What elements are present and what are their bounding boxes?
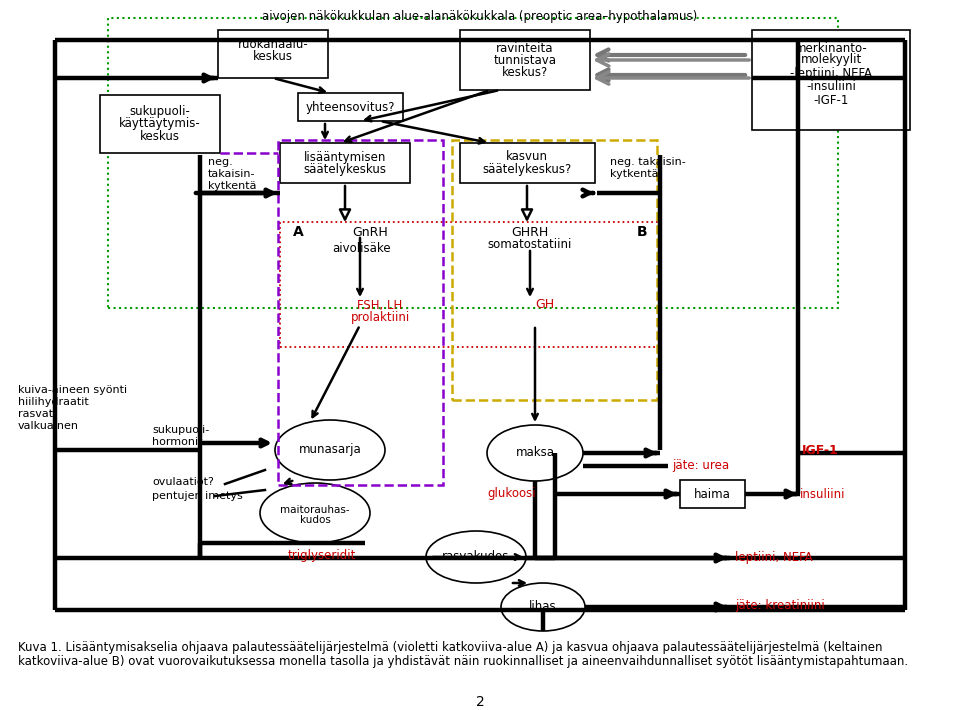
Text: rasvakudos: rasvakudos bbox=[443, 550, 510, 564]
Text: -leptiini, NEFA: -leptiini, NEFA bbox=[790, 67, 872, 80]
Text: GH: GH bbox=[536, 298, 555, 312]
Text: säätelykeskus?: säätelykeskus? bbox=[482, 163, 571, 177]
Text: neg.: neg. bbox=[208, 157, 232, 167]
Text: katkoviiva-alue B) ovat vuorovaikutuksessa monella tasolla ja yhdistävät näin ru: katkoviiva-alue B) ovat vuorovaikutukses… bbox=[18, 655, 908, 668]
Text: kuiva-aineen syönti: kuiva-aineen syönti bbox=[18, 385, 127, 395]
Ellipse shape bbox=[426, 531, 526, 583]
Text: ruokahaalu-: ruokahaalu- bbox=[238, 38, 308, 50]
Text: 2: 2 bbox=[475, 695, 485, 709]
Bar bbox=[280, 222, 660, 347]
Bar bbox=[460, 30, 590, 90]
Text: säätelykeskus: säätelykeskus bbox=[303, 163, 387, 177]
Text: IGF-1: IGF-1 bbox=[802, 444, 839, 457]
Text: haima: haima bbox=[693, 488, 731, 501]
Text: yhteensovitus?: yhteensovitus? bbox=[305, 101, 395, 114]
Text: ovulaatiot?: ovulaatiot? bbox=[152, 477, 214, 487]
Bar bbox=[680, 480, 745, 508]
Text: A: A bbox=[293, 225, 303, 239]
Text: GHRH: GHRH bbox=[512, 226, 548, 239]
Text: leptiini, NEFA: leptiini, NEFA bbox=[735, 552, 812, 564]
Text: kytkentä: kytkentä bbox=[208, 181, 256, 191]
Text: rasvat: rasvat bbox=[18, 409, 53, 419]
Text: lisääntymisen: lisääntymisen bbox=[303, 151, 386, 163]
Text: munasarja: munasarja bbox=[299, 444, 361, 457]
Bar bbox=[752, 30, 910, 130]
Text: molekyylit: molekyylit bbox=[801, 53, 862, 67]
Text: prolaktiini: prolaktiini bbox=[350, 310, 410, 324]
Text: tunnistava: tunnistava bbox=[493, 53, 557, 67]
Text: insuliini: insuliini bbox=[800, 488, 846, 501]
Ellipse shape bbox=[487, 425, 583, 481]
Text: GnRH: GnRH bbox=[352, 226, 388, 239]
Text: sukupuoli-: sukupuoli- bbox=[152, 425, 209, 435]
Text: Kuva 1. Lisääntymisakselia ohjaava palautessäätelijärjestelmä (violetti katkovii: Kuva 1. Lisääntymisakselia ohjaava palau… bbox=[18, 641, 882, 654]
Text: kytkentä: kytkentä bbox=[610, 169, 659, 179]
Text: merkinanto-: merkinanto- bbox=[795, 41, 868, 55]
Text: kudos: kudos bbox=[300, 515, 330, 525]
Text: hiilihydraatit: hiilihydraatit bbox=[18, 397, 88, 407]
Text: valkuainen: valkuainen bbox=[18, 421, 79, 431]
Bar bbox=[278, 140, 443, 485]
Bar bbox=[100, 95, 220, 153]
Text: aivolisäke: aivolisäke bbox=[332, 241, 391, 254]
Text: neg. takaisin-: neg. takaisin- bbox=[610, 157, 685, 167]
Text: keskus: keskus bbox=[253, 50, 293, 62]
Bar bbox=[460, 143, 595, 183]
Ellipse shape bbox=[260, 483, 370, 543]
Text: glukoosi: glukoosi bbox=[488, 486, 537, 500]
Text: jäte: urea: jäte: urea bbox=[672, 459, 730, 472]
Text: B: B bbox=[636, 225, 647, 239]
Text: takaisin-: takaisin- bbox=[208, 169, 255, 179]
Text: aivojen näkökukkulan alue-alanäkökukkala (preoptic area–hypothalamus): aivojen näkökukkulan alue-alanäkökukkala… bbox=[262, 10, 698, 23]
Text: -IGF-1: -IGF-1 bbox=[813, 94, 849, 106]
Ellipse shape bbox=[275, 420, 385, 480]
Bar bbox=[108, 18, 838, 308]
Text: kasvun: kasvun bbox=[506, 151, 548, 163]
Bar bbox=[298, 93, 403, 121]
Text: maitorauhas-: maitorauhas- bbox=[280, 505, 349, 515]
Text: somatostatiini: somatostatiini bbox=[488, 239, 572, 251]
Text: hormonit: hormonit bbox=[152, 437, 203, 447]
Bar bbox=[280, 143, 410, 183]
Ellipse shape bbox=[501, 583, 585, 631]
Text: ravinteita: ravinteita bbox=[496, 41, 554, 55]
Text: triglyseridit: triglyseridit bbox=[288, 549, 356, 562]
Text: -insuliini: -insuliini bbox=[806, 80, 856, 94]
Text: lihas: lihas bbox=[529, 601, 557, 613]
Text: FSH, LH: FSH, LH bbox=[357, 298, 402, 312]
Text: jäte: kreatiniini: jäte: kreatiniini bbox=[735, 599, 825, 613]
Text: maksa: maksa bbox=[516, 447, 555, 459]
Bar bbox=[452, 140, 657, 400]
Text: keskus?: keskus? bbox=[502, 65, 548, 79]
Text: keskus: keskus bbox=[140, 129, 180, 143]
Text: pentujen imetys: pentujen imetys bbox=[152, 491, 243, 501]
Text: sukupuoli-: sukupuoli- bbox=[130, 106, 190, 119]
Text: käyttäytymis-: käyttäytymis- bbox=[119, 117, 201, 131]
Bar bbox=[218, 30, 328, 78]
